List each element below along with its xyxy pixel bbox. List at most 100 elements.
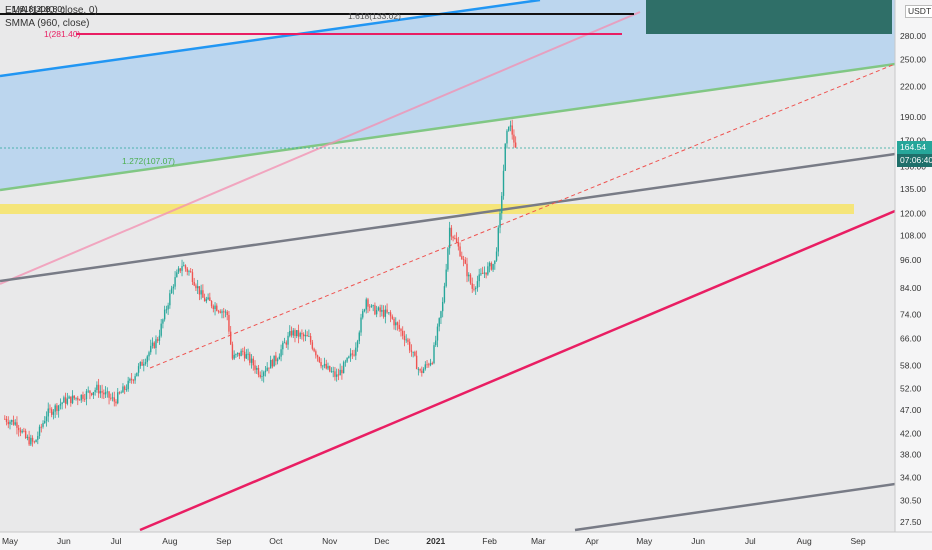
candle-body — [398, 324, 400, 330]
time-tick-label: Apr — [586, 536, 599, 546]
candle-body — [488, 262, 491, 267]
candle-body — [176, 272, 178, 278]
candle-body — [464, 259, 466, 264]
candle-body — [311, 342, 314, 349]
candle-body — [19, 430, 22, 433]
candle-body — [475, 287, 477, 290]
candle-body — [94, 389, 96, 393]
price-tick-label: 250.00 — [900, 55, 926, 65]
candle-body — [104, 392, 107, 395]
fib-label-green: 1.272(107.07) — [122, 156, 175, 166]
time-tick-label: Feb — [482, 536, 497, 546]
candle-body — [504, 143, 506, 171]
candle-body — [236, 352, 239, 355]
price-tick-label: 108.00 — [900, 231, 926, 241]
candle-body — [396, 322, 399, 325]
candle-body — [49, 408, 51, 410]
candle-body — [165, 309, 168, 311]
price-axis[interactable]: 280.00250.00220.00190.00170.00150.00135.… — [900, 31, 926, 527]
candle-body — [282, 342, 284, 350]
candle-body — [309, 335, 312, 343]
candle-body — [414, 351, 416, 356]
price-tick-label: 34.00 — [900, 473, 922, 483]
candle-body — [157, 339, 159, 341]
candle-body — [299, 333, 301, 337]
time-axis[interactable]: May Jun Jul Aug Sep Oct Nov Dec 2021 Feb Mar Apr May… — [2, 536, 866, 546]
candle-body — [257, 367, 260, 375]
candle-body — [264, 370, 267, 373]
candle-body — [134, 376, 136, 381]
candle-body — [200, 290, 202, 295]
candle-body — [308, 335, 310, 337]
candle-body — [77, 397, 79, 400]
candle-body — [480, 273, 482, 275]
candle-body — [120, 392, 122, 394]
candle-body — [155, 339, 157, 349]
candle-body — [342, 362, 345, 374]
candle-body — [92, 392, 95, 396]
ema-indicator-label[interactable]: EMA (1440, close, 0) — [5, 5, 98, 16]
price-tick-label: 120.00 — [900, 208, 926, 218]
smma-indicator-label[interactable]: SMMA (960, close) — [5, 18, 90, 29]
candle-body — [75, 397, 77, 399]
candle-body — [454, 238, 456, 239]
price-tick-label: 42.00 — [900, 428, 922, 438]
candle-body — [231, 344, 234, 359]
candle-body — [450, 227, 453, 237]
candle-body — [184, 265, 187, 269]
candle-body — [440, 311, 442, 319]
candle-body — [395, 322, 397, 326]
candle-body — [103, 392, 105, 395]
candle-body — [481, 273, 484, 275]
candle-body — [356, 341, 359, 348]
candle-body — [468, 274, 470, 277]
time-tick-label: May — [636, 536, 653, 546]
candle-body — [452, 236, 454, 239]
candle-body — [302, 334, 305, 337]
candle-body — [341, 369, 343, 374]
candle-body — [290, 330, 293, 336]
candle-body — [33, 441, 36, 443]
candle-body — [16, 422, 18, 428]
candle-body — [51, 409, 53, 415]
candle-body — [35, 439, 37, 443]
candle-body — [410, 350, 413, 352]
candle-body — [275, 355, 277, 362]
candle-body — [202, 290, 204, 298]
candle-body — [431, 362, 433, 364]
candle-body — [240, 350, 242, 357]
candle-body — [513, 134, 515, 143]
candle-body — [269, 359, 272, 369]
candle-body — [68, 396, 70, 399]
candle-body — [163, 309, 166, 320]
candle-body — [130, 378, 133, 380]
candle-body — [499, 213, 501, 228]
candle-body — [209, 297, 211, 301]
quote-currency-label[interactable]: USDT — [905, 5, 932, 18]
candle-body — [473, 288, 475, 290]
fib-label-top: 1.618(308.80) — [12, 4, 65, 14]
candle-body — [24, 430, 27, 438]
candle-body — [381, 309, 383, 312]
candle-body — [426, 364, 428, 366]
candle-body — [408, 341, 411, 351]
candle-body — [508, 126, 510, 131]
candle-body — [115, 401, 117, 404]
countdown-tag: 07:06:40 — [897, 153, 932, 167]
time-tick-label: Mar — [531, 536, 546, 546]
candle-body — [73, 395, 75, 399]
candle-body — [487, 266, 489, 275]
candle-body — [205, 299, 208, 302]
candle-body — [89, 390, 91, 394]
candle-body — [377, 307, 380, 311]
candle-body — [70, 396, 72, 404]
candle-body — [285, 342, 287, 345]
candle-body — [26, 436, 29, 438]
candle-body — [38, 426, 41, 436]
candle-body — [179, 268, 181, 271]
candle-body — [412, 351, 414, 353]
time-tick-label: Nov — [322, 536, 338, 546]
candle-body — [369, 306, 371, 308]
